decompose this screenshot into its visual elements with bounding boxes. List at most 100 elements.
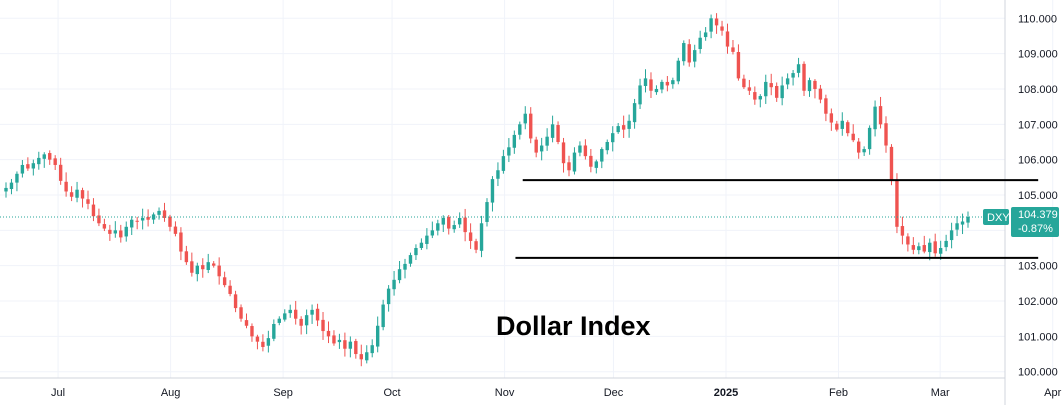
- candle-body: [102, 224, 107, 229]
- candle: [375, 316, 380, 353]
- candle-body: [124, 226, 128, 237]
- candle-body: [370, 345, 374, 354]
- candle: [425, 228, 429, 250]
- candle: [261, 334, 265, 352]
- candle: [856, 138, 861, 159]
- candle-body: [173, 226, 178, 234]
- candle-body: [643, 78, 648, 87]
- candle-body: [436, 223, 440, 231]
- candle: [824, 94, 828, 122]
- candle: [86, 190, 90, 210]
- candle: [818, 84, 823, 104]
- candle: [867, 125, 872, 155]
- candle: [195, 262, 200, 282]
- candle-body: [479, 223, 484, 251]
- candle-body: [780, 85, 784, 99]
- last-price-label: 104.379: [1018, 209, 1058, 221]
- candle-body: [949, 230, 954, 241]
- candle: [48, 150, 52, 165]
- candle-body: [375, 325, 380, 347]
- candle-body: [572, 152, 577, 172]
- x-tick-label: Jul: [51, 387, 65, 399]
- candle-body: [632, 103, 637, 123]
- candle: [447, 214, 451, 235]
- candle: [758, 94, 762, 108]
- candle: [233, 290, 238, 313]
- candle: [212, 261, 216, 268]
- candle: [764, 74, 768, 104]
- candle: [884, 116, 888, 153]
- candle: [343, 332, 347, 357]
- candle: [791, 69, 795, 86]
- candle: [769, 73, 773, 96]
- candlestick-series: [4, 13, 970, 367]
- candle-body: [709, 18, 713, 32]
- y-tick-label: 103.000: [1018, 261, 1058, 273]
- candle: [835, 120, 839, 132]
- candle: [490, 176, 495, 212]
- candle-body: [594, 161, 599, 168]
- candle: [960, 213, 965, 235]
- candle: [299, 316, 303, 335]
- candle-body: [4, 187, 8, 192]
- candle-body: [523, 113, 527, 124]
- candle: [69, 186, 74, 202]
- candle: [873, 100, 877, 137]
- candle: [463, 208, 467, 242]
- candle: [643, 69, 648, 93]
- candle: [359, 344, 363, 367]
- candle: [829, 108, 834, 131]
- candle: [26, 157, 30, 171]
- candle: [550, 115, 555, 143]
- candle-body: [785, 78, 790, 85]
- candle: [304, 309, 309, 335]
- candle: [807, 77, 812, 97]
- candle-body: [250, 326, 254, 337]
- candle-body: [611, 133, 615, 143]
- candle: [928, 238, 932, 261]
- candle: [53, 155, 57, 170]
- candle: [780, 76, 784, 106]
- candle-body: [769, 83, 773, 88]
- candle: [37, 151, 41, 170]
- candle: [315, 303, 320, 327]
- candle: [862, 146, 866, 157]
- candle-body: [835, 123, 839, 130]
- candle: [217, 257, 221, 285]
- candle: [703, 27, 708, 41]
- candle: [479, 215, 484, 258]
- candle-body: [873, 106, 877, 130]
- candle-body: [386, 288, 391, 305]
- candle-body: [299, 318, 303, 326]
- candle: [846, 120, 850, 137]
- candle-body: [9, 182, 14, 190]
- candle: [900, 216, 905, 245]
- candle-body: [69, 192, 74, 197]
- candle: [878, 96, 883, 129]
- candle-body: [403, 263, 407, 270]
- candle: [293, 300, 298, 325]
- candle: [436, 219, 440, 236]
- candle-body: [742, 78, 746, 88]
- candle: [408, 252, 413, 267]
- candle: [15, 171, 19, 192]
- candle: [567, 155, 571, 177]
- candle-body: [222, 277, 227, 286]
- candle-body: [233, 294, 238, 309]
- candle: [244, 313, 249, 329]
- candle-body: [474, 241, 478, 250]
- candle: [605, 139, 609, 155]
- candle-body: [86, 199, 90, 204]
- candle-body: [42, 154, 46, 159]
- candle-body: [933, 241, 937, 254]
- candle-body: [813, 80, 817, 89]
- candle-body: [862, 149, 866, 153]
- candle: [966, 211, 970, 228]
- candle: [173, 221, 178, 237]
- candle-body: [687, 44, 691, 63]
- candle: [75, 181, 79, 203]
- candle: [955, 216, 959, 237]
- candle: [9, 178, 14, 195]
